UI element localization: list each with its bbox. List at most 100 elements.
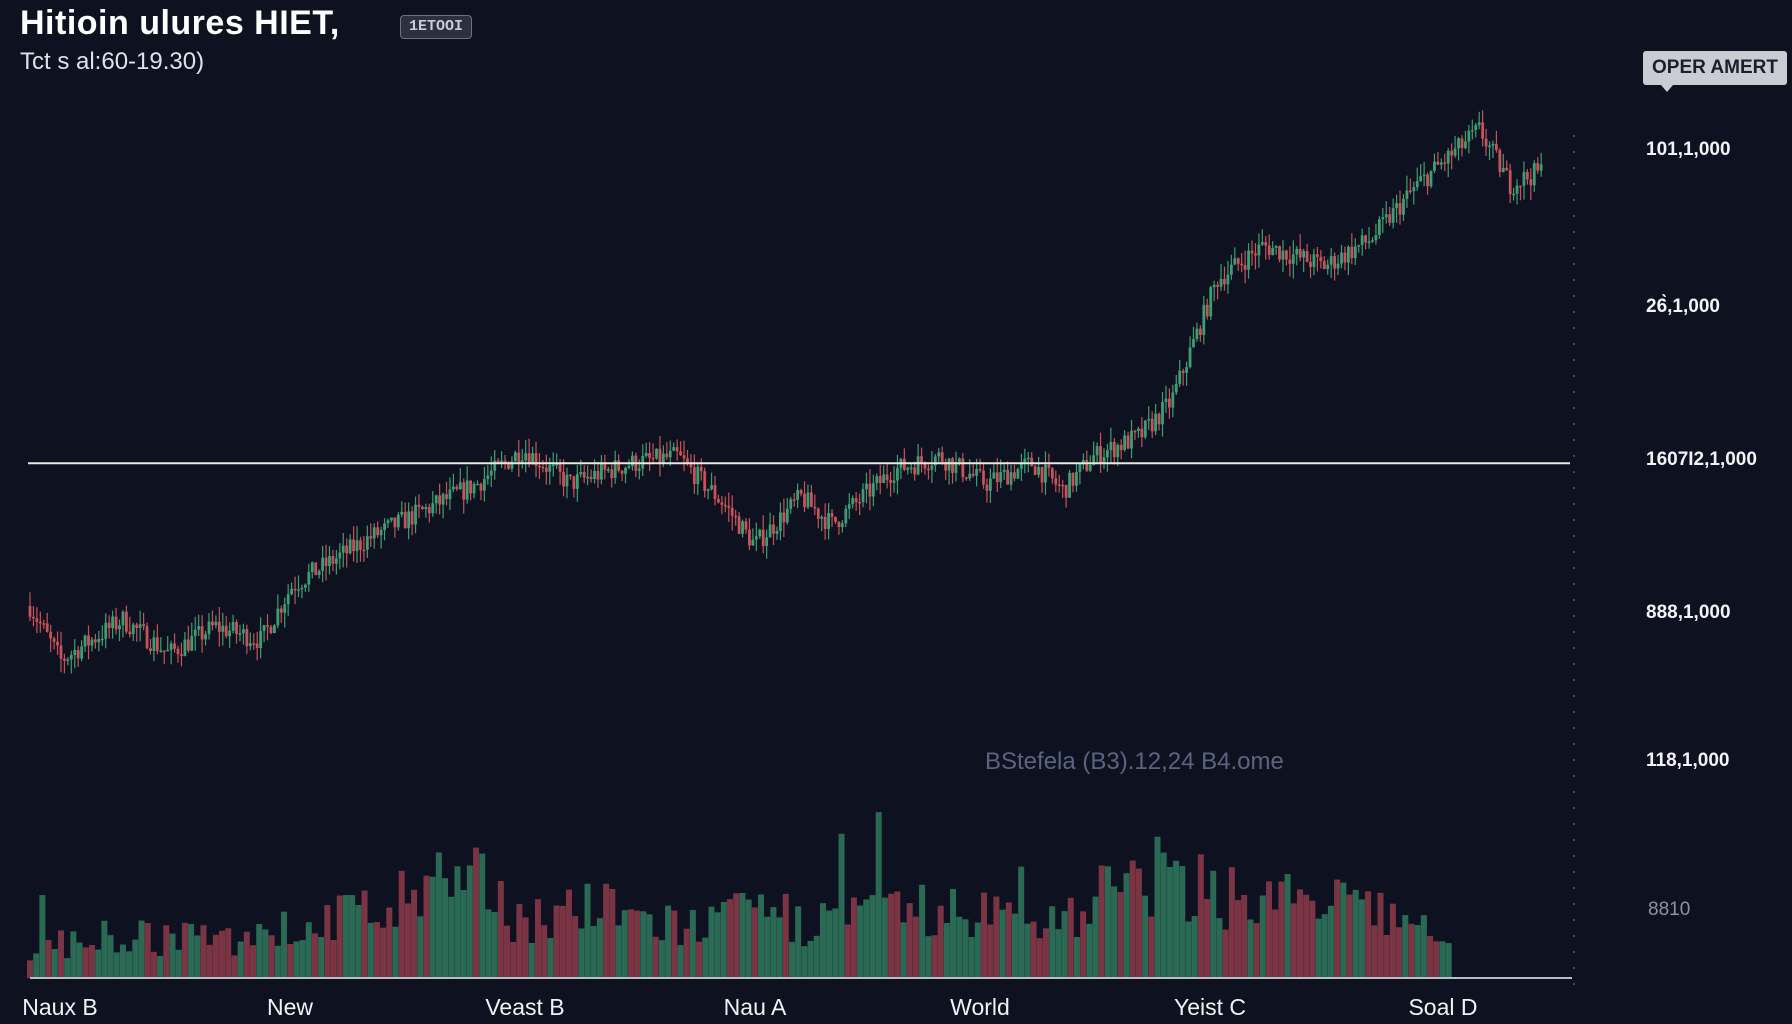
candle-body bbox=[266, 625, 269, 627]
candle-body bbox=[961, 458, 965, 478]
volume-bar bbox=[745, 899, 752, 978]
candle-body bbox=[988, 478, 992, 491]
symbol-badge[interactable]: 1ETOOI bbox=[400, 15, 473, 39]
candle-body bbox=[1116, 445, 1120, 458]
volume-bar bbox=[423, 875, 430, 978]
volume-bar bbox=[590, 925, 597, 978]
candle-body bbox=[630, 455, 634, 467]
volume-bar bbox=[900, 922, 907, 978]
volume-bar bbox=[1204, 899, 1211, 978]
candle-body bbox=[1512, 193, 1516, 196]
candle-body bbox=[882, 474, 886, 483]
candle-body bbox=[1326, 264, 1330, 269]
volume-bar bbox=[485, 909, 492, 978]
candle-body bbox=[1443, 162, 1447, 164]
volume-bar bbox=[1396, 927, 1403, 978]
volume-bar bbox=[349, 895, 356, 978]
candle-body bbox=[424, 506, 428, 510]
volume-bar bbox=[968, 936, 975, 978]
volume-bar bbox=[950, 888, 957, 978]
candle-body bbox=[565, 474, 569, 487]
y-tick-label: 1607I2,1,000 bbox=[1646, 449, 1757, 470]
candle-body bbox=[128, 631, 132, 635]
candle-body bbox=[906, 467, 910, 470]
candle-body bbox=[314, 562, 318, 576]
volume-bar bbox=[751, 907, 758, 978]
volume-bar bbox=[194, 935, 201, 978]
candle-body bbox=[455, 486, 459, 490]
candle-body bbox=[42, 623, 46, 625]
candle-body bbox=[954, 461, 958, 473]
candle-body bbox=[1216, 284, 1219, 287]
volume-bar bbox=[361, 890, 368, 978]
volume-bar bbox=[981, 892, 988, 978]
candle-body bbox=[321, 557, 324, 571]
candle-body bbox=[1532, 163, 1536, 186]
candle-body bbox=[1264, 242, 1268, 246]
volume-bar bbox=[857, 905, 864, 978]
volume-bar bbox=[181, 922, 188, 978]
volume-bar bbox=[88, 945, 95, 978]
candle-body bbox=[1002, 469, 1006, 472]
volume-bar bbox=[206, 944, 213, 978]
candle-body bbox=[1119, 445, 1123, 451]
candle-body bbox=[1419, 176, 1423, 182]
volume-bar bbox=[510, 941, 517, 978]
candle-body bbox=[871, 483, 875, 497]
candle-body bbox=[951, 458, 954, 473]
candle-body bbox=[772, 524, 775, 534]
candle-body bbox=[228, 630, 232, 637]
candle-body bbox=[1068, 472, 1071, 498]
candle-body bbox=[1223, 278, 1226, 285]
volume-bar bbox=[454, 866, 461, 978]
volume-bar bbox=[1296, 889, 1303, 978]
candle-body bbox=[754, 536, 758, 540]
candle-body bbox=[1240, 263, 1244, 266]
volume-bar bbox=[652, 936, 659, 978]
candle-body bbox=[1436, 161, 1440, 165]
candle-body bbox=[558, 463, 562, 472]
candle-body bbox=[692, 467, 696, 484]
candle-body bbox=[579, 471, 583, 475]
volume-bar bbox=[330, 940, 337, 978]
candle-body bbox=[703, 471, 707, 491]
candle-body bbox=[837, 521, 841, 528]
volume-bar bbox=[1247, 919, 1254, 978]
candle-body bbox=[445, 494, 448, 500]
candle-body bbox=[331, 555, 335, 564]
volume-bar bbox=[1427, 935, 1434, 978]
candle-body bbox=[1205, 304, 1209, 317]
volume-bar bbox=[758, 894, 765, 978]
candle-body bbox=[803, 493, 806, 508]
candle-body bbox=[348, 539, 352, 554]
candle-body bbox=[730, 507, 734, 516]
volume-bar bbox=[807, 940, 814, 978]
volume-bar bbox=[1377, 892, 1384, 978]
candle-body bbox=[1013, 472, 1016, 479]
volume-bar bbox=[460, 890, 467, 978]
candle-body bbox=[131, 624, 135, 635]
volume-bar bbox=[1290, 903, 1297, 978]
volume-bar bbox=[764, 916, 771, 978]
open-alert-button[interactable]: OPER AMERT bbox=[1643, 51, 1787, 92]
candle-body bbox=[913, 467, 917, 475]
volume-bar bbox=[1315, 918, 1322, 978]
volume-bar bbox=[565, 889, 572, 978]
candle-body bbox=[1150, 418, 1154, 432]
candle-body bbox=[1408, 190, 1412, 193]
candle-body bbox=[861, 489, 865, 502]
volume-bar bbox=[219, 930, 226, 978]
candle-body bbox=[56, 641, 59, 646]
candle-body bbox=[582, 471, 586, 478]
volume-bar bbox=[1018, 866, 1025, 978]
candle-body bbox=[379, 530, 383, 536]
candle-body bbox=[782, 512, 786, 523]
candle-body bbox=[193, 629, 197, 636]
candle-body bbox=[372, 527, 376, 539]
candle-body bbox=[1198, 328, 1202, 335]
candle-body bbox=[403, 511, 407, 529]
candle-body bbox=[648, 453, 652, 458]
candle-body bbox=[1161, 401, 1164, 425]
candle-body bbox=[1433, 161, 1436, 171]
